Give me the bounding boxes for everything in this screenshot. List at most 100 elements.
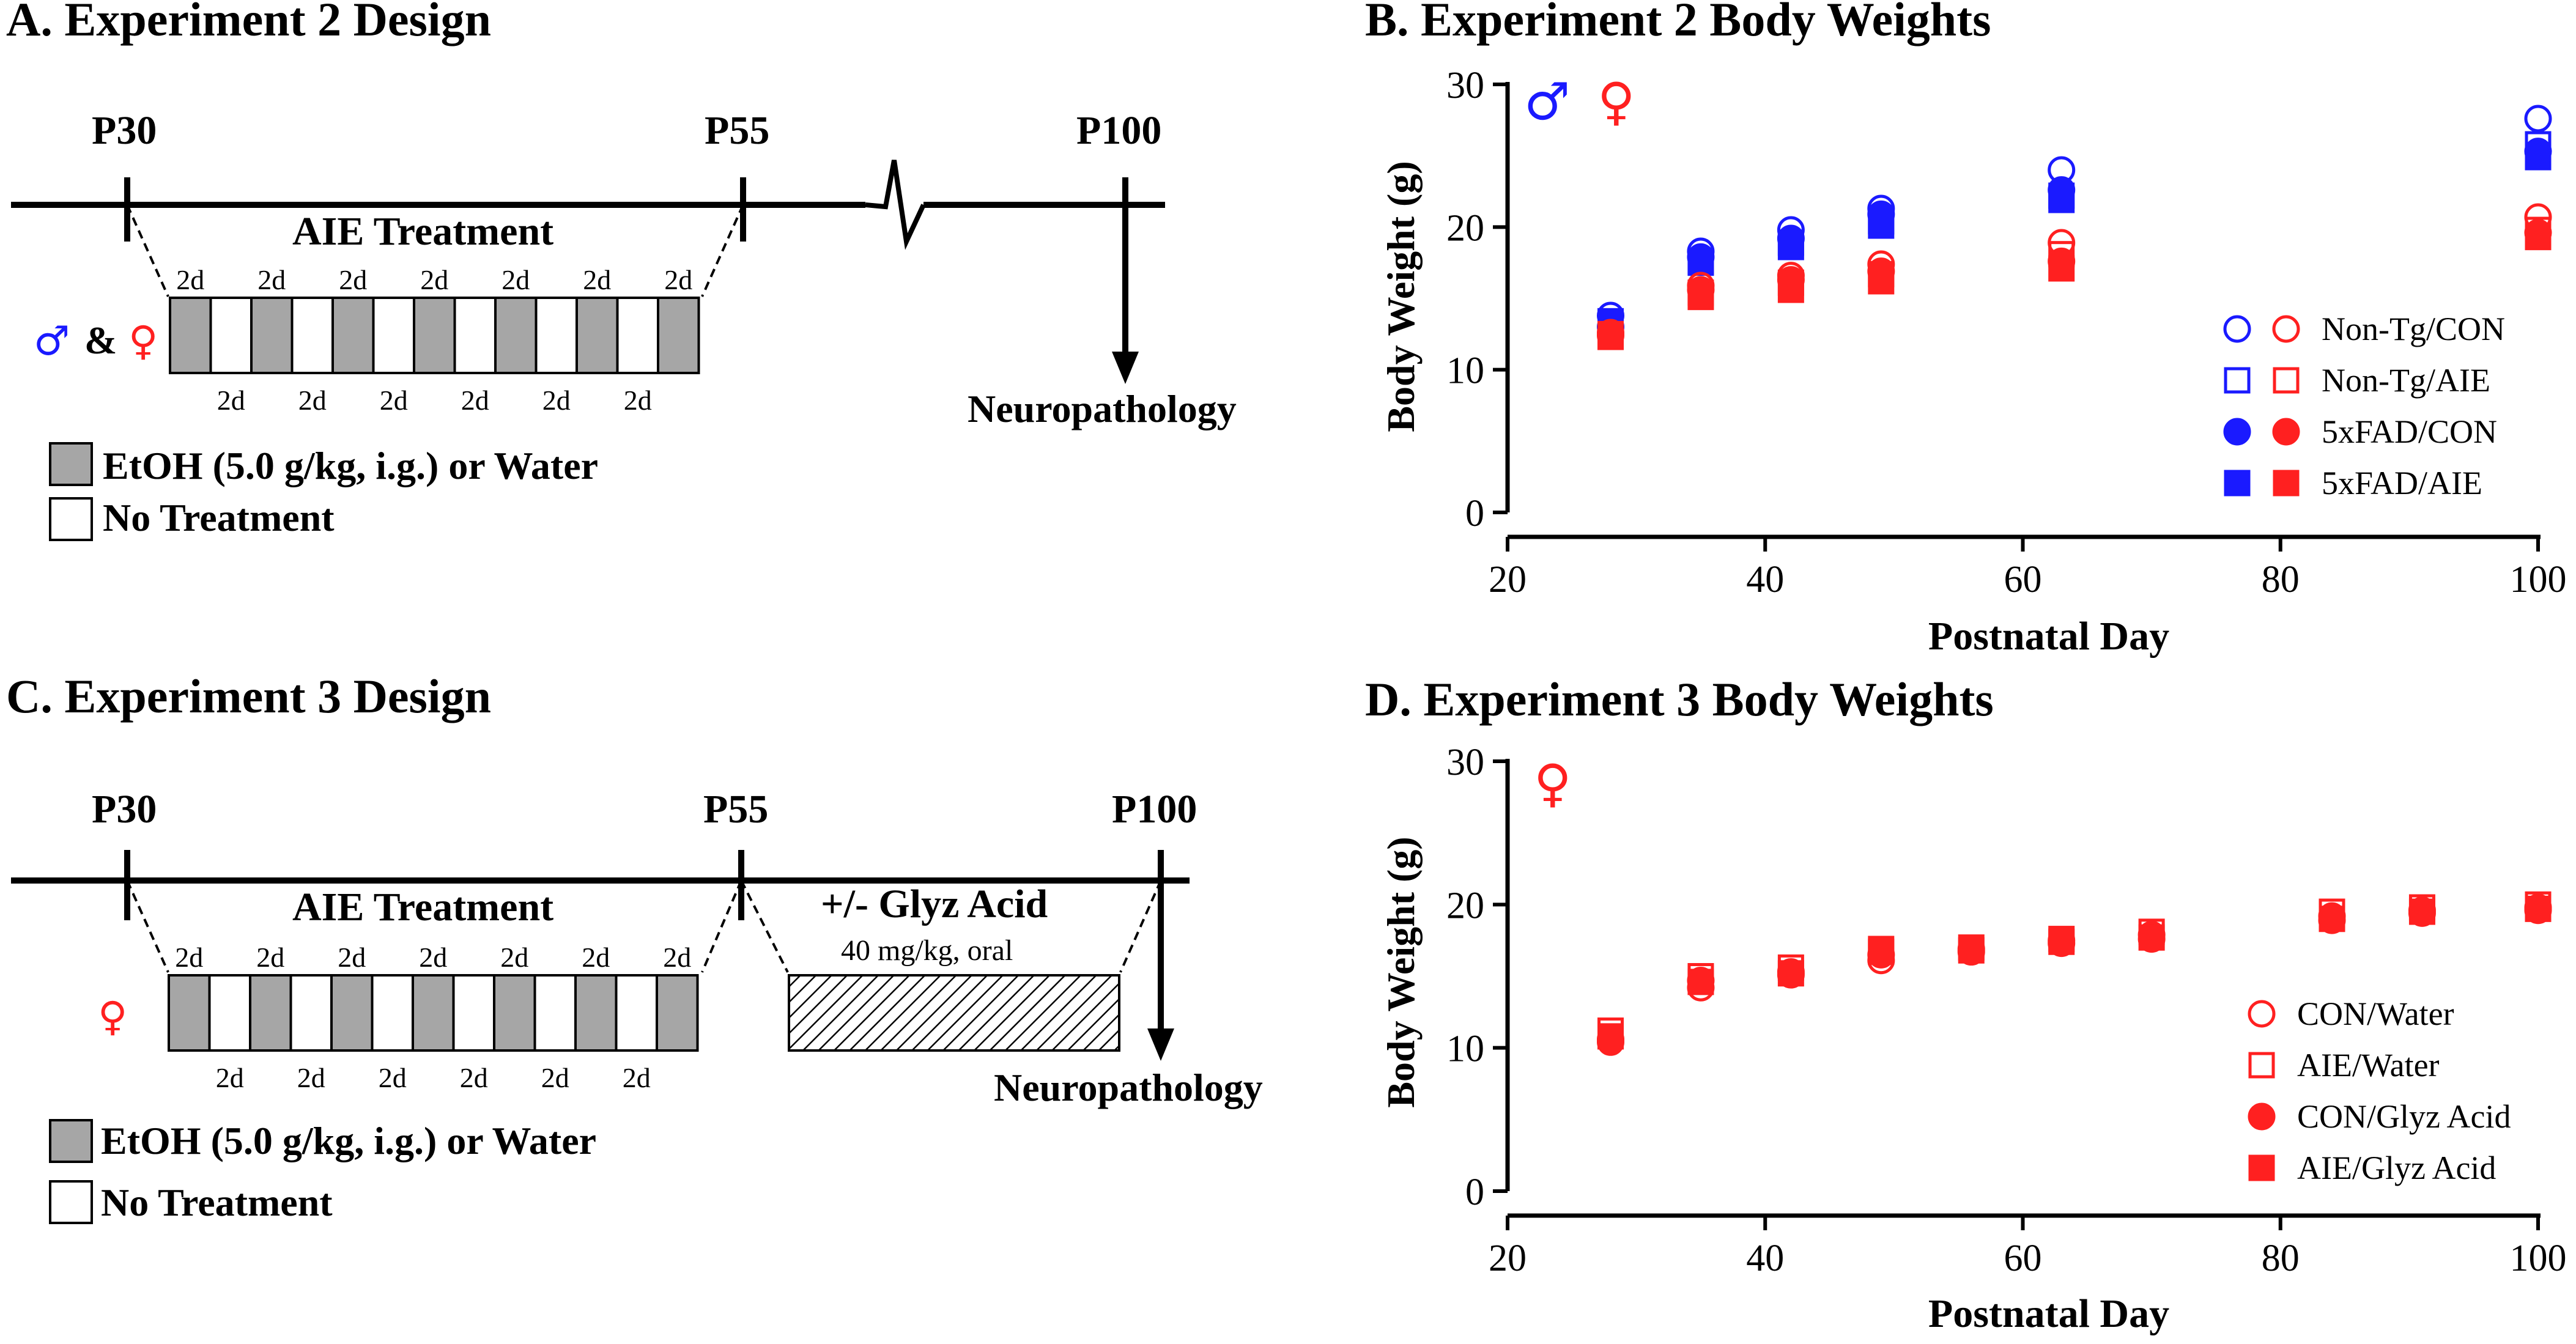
legend-label: CON/Glyz Acid	[2297, 1098, 2511, 1135]
legend-label: 5xFAD/AIE	[2322, 465, 2482, 501]
chart-d-ylabel: Body Weight (g)	[1379, 836, 1423, 1107]
no-treatment-day-box	[371, 974, 414, 1052]
duration-label: 2d	[663, 942, 691, 973]
y-tick-label: 20	[1446, 207, 1484, 249]
y-tick-label: 20	[1446, 885, 1484, 926]
no-treatment-day-box	[616, 297, 659, 374]
chart-b-sex-male: ♂	[1524, 72, 1570, 131]
data-point	[2048, 928, 2075, 955]
no-treatment-day-box	[289, 974, 333, 1052]
chart-b-axes: 0 10 20 30 20 40 60 80 100	[1446, 65, 2567, 600]
data-point	[1777, 234, 1804, 260]
x-tick-label: 20	[1489, 1238, 1527, 1279]
arrow-c-head	[1147, 1028, 1174, 1061]
data-point	[2525, 144, 2552, 171]
chart-b-title: B. Experiment 2 Body Weights	[1365, 0, 1991, 46]
zoom-c-mid-right	[740, 880, 789, 973]
label-a-p30: P30	[92, 108, 157, 153]
data-point	[1597, 1023, 1624, 1050]
x-tick-label: 40	[1746, 559, 1784, 600]
duration-label: 2d	[379, 1062, 407, 1093]
data-point	[1777, 276, 1804, 303]
sex-and-a: &	[84, 319, 117, 362]
zoom-a-left	[126, 204, 169, 297]
etoh-day-box	[250, 297, 294, 374]
duration-label: 2d	[664, 264, 692, 295]
etoh-day-box	[413, 297, 456, 374]
duration-label: 2d	[420, 264, 448, 295]
x-tick-label: 100	[2510, 559, 2567, 600]
legend-c-etoh-label: EtOH (5.0 g/kg, i.g.) or Water	[101, 1119, 596, 1162]
legend-marker	[2248, 1102, 2276, 1131]
duration-label: 2d	[624, 385, 652, 416]
chart-b-points	[1597, 105, 2552, 350]
data-point	[2048, 255, 2075, 282]
no-treatment-day-box	[535, 297, 578, 374]
chart-d-points	[1597, 891, 2552, 1056]
zoom-c-mid-left	[701, 880, 742, 973]
duration-label: 2d	[419, 942, 447, 973]
y-tick-label: 0	[1465, 493, 1484, 534]
chart-b-legend: Non-Tg/CON Non-Tg/AIE 5xFAD/CON 5xFAD/AIE	[2223, 311, 2505, 501]
legend-label: 5xFAD/CON	[2322, 413, 2497, 450]
duration-label: 2d	[216, 1062, 244, 1093]
duration-label: 2d	[257, 264, 286, 295]
no-treatment-day-box	[533, 974, 577, 1052]
label-a-endpoint: Neuropathology	[968, 387, 1237, 430]
legend-a-none-swatch	[49, 497, 93, 541]
legend-marker	[2224, 367, 2251, 394]
duration-label: 2d	[541, 1062, 569, 1093]
x-tick-label: 80	[2262, 1238, 2300, 1279]
etoh-day-box	[330, 974, 374, 1052]
zoom-a-right	[701, 204, 744, 297]
y-tick-label: 30	[1446, 742, 1484, 783]
etoh-day-box	[574, 974, 618, 1052]
legend-marker	[2273, 470, 2300, 497]
x-tick-label: 60	[2004, 1238, 2042, 1279]
panel-c-design: C. Experiment 3 Design P30 P55 P100 AIE …	[6, 670, 1263, 1224]
legend-marker	[2223, 315, 2251, 343]
legend-marker	[2248, 1154, 2275, 1181]
legend-c-none-swatch	[49, 1180, 93, 1224]
no-treatment-day-box	[209, 297, 253, 374]
chart-d-title: D. Experiment 3 Body Weights	[1365, 673, 1994, 726]
duration-label: 2d	[500, 942, 528, 973]
legend-marker	[2272, 418, 2300, 446]
timeline-a-break	[865, 160, 926, 250]
duration-label: 2d	[217, 385, 245, 416]
legend-marker	[2248, 1000, 2276, 1028]
data-point	[2138, 924, 2165, 951]
sex-female-a: ♀	[128, 317, 158, 364]
legend-label: CON/Water	[2297, 995, 2454, 1032]
legend-marker	[2224, 470, 2251, 497]
duration-label: 2d	[502, 264, 530, 295]
legend-label: Non-Tg/CON	[2322, 311, 2505, 347]
data-point	[2048, 186, 2075, 213]
etoh-day-box	[493, 974, 536, 1052]
label-c-glyz: +/- Glyz Acid	[821, 882, 1048, 926]
label-a-p100: P100	[1076, 108, 1161, 153]
chart-b-ylabel: Body Weight (g)	[1379, 161, 1423, 432]
etoh-day-box	[656, 974, 699, 1052]
data-point	[2525, 224, 2552, 251]
legend-marker	[2223, 418, 2251, 446]
duration-label: 2d	[583, 264, 611, 295]
legend-a-none-label: No Treatment	[103, 496, 335, 539]
no-treatment-day-box	[615, 974, 658, 1052]
label-a-treatment: AIE Treatment	[292, 209, 553, 254]
chart-d-sex-female: ♀	[1534, 753, 1572, 813]
label-c-endpoint: Neuropathology	[994, 1066, 1263, 1109]
treatment-boxes-c: 2d 2d 2d 2d 2d 2d 2d 2d 2d 2d 2d 2d 2d	[168, 942, 699, 1093]
x-tick-label: 20	[1489, 559, 1527, 600]
data-point	[1687, 284, 1714, 311]
label-c-p55: P55	[703, 787, 768, 832]
etoh-day-box	[657, 297, 700, 374]
legend-a-etoh-swatch	[49, 442, 93, 486]
legend-label: Non-Tg/AIE	[2322, 362, 2490, 399]
legend-c-etoh-swatch	[49, 1119, 93, 1163]
etoh-day-box	[331, 297, 375, 374]
data-point	[1868, 212, 1895, 239]
glyz-box	[788, 974, 1120, 1052]
x-tick-label: 80	[2262, 559, 2300, 600]
data-point	[1868, 936, 1895, 962]
